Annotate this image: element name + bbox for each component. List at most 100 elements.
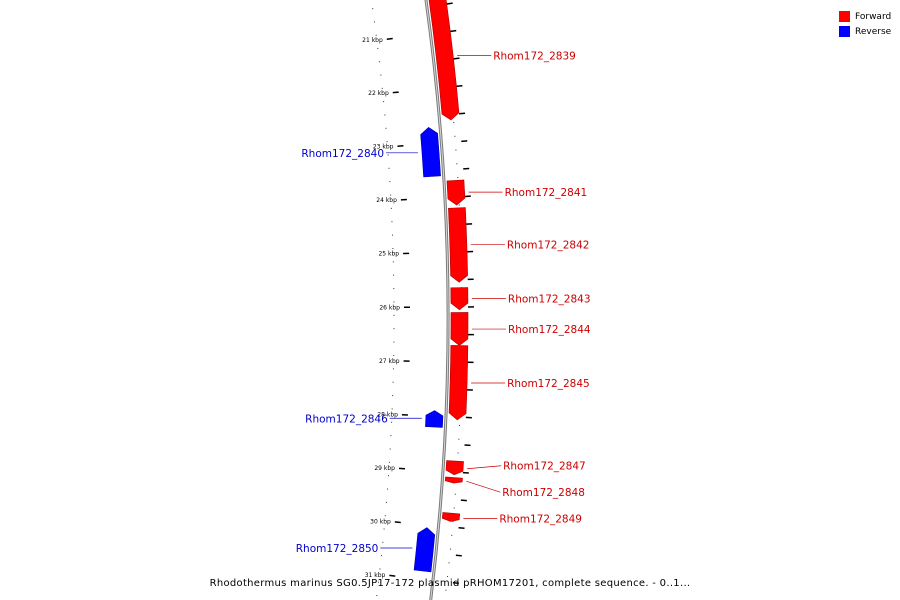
gene-label: Rhom172_2842 [507,240,590,252]
scale-dot [393,328,395,330]
backbone [424,0,450,600]
gene-label: Rhom172_2846 [305,413,388,425]
scale-dot [375,34,377,36]
scale-dot [447,576,449,578]
scale-dot [393,354,395,356]
scale-dot [457,177,459,179]
scale-dot [376,595,378,597]
gene-label: Rhom172_2847 [503,461,586,473]
scale-dot [448,562,450,564]
inner-tick [394,521,401,524]
tick-label: 24 kbp [376,197,397,204]
scale-dot [390,435,392,437]
scale-dot [387,475,389,477]
scale-dot [393,341,395,343]
scale-dot [455,149,457,151]
scale-dot [392,395,394,397]
inner-tick [386,37,393,41]
gene-arc-rhom172_2845 [448,345,469,421]
scale-dot [385,127,387,129]
scale-dot [457,452,459,454]
scale-dot [388,461,390,463]
scale-dot [392,381,394,383]
outer-tick [453,57,460,60]
legend: Forward Reverse [839,9,891,39]
scale-dot [391,221,393,223]
gene-label: Rhom172_2849 [499,513,582,525]
scale-dot [392,247,394,249]
reverse-swatch [839,26,850,37]
tick-label: 31 kbp [365,572,386,579]
leader-line [466,480,501,493]
map-caption: Rhodothermus marinus SG0.5JP17-172 plasm… [209,578,691,589]
scale-dot [454,493,456,495]
scale-dot [393,288,395,290]
gene-arc-rhom172_2848 [444,476,463,484]
scale-dot [454,135,456,137]
gene-arcs [413,0,469,573]
scale-dot [386,141,388,143]
scale-ticks: 21 kbp 22 kbp 23 kbp 24 kbp 25 kbp 26 kbp 27 k… [362,2,474,585]
tick-label: 26 kbp [379,304,400,311]
gene-label: Rhom172_2845 [507,378,590,390]
gene-arc-rhom172_2849 [441,512,461,522]
tick-label: 23 kbp [373,144,394,151]
scale-dot [380,555,382,557]
scale-dot [384,515,386,517]
outer-tick [458,526,465,529]
scale-dot [372,8,374,10]
gene-label: Rhom172_2839 [493,51,576,63]
gene-labels: Rhom172_2839 Rhom172_2840 Rhom172_2841 Rhom… [296,51,591,555]
scale-dot [393,314,395,316]
outer-tick [455,554,462,557]
scale-dot [379,568,381,570]
scale-dot [389,448,391,450]
scale-dot [392,368,394,370]
gene-label: Rhom172_2844 [508,324,591,336]
gene-arc-rhom172_2844 [450,312,469,346]
scale-dot [391,408,393,410]
scale-dot [393,274,395,276]
scale-dot [458,438,460,440]
tick-label: 21 kbp [362,37,383,44]
tick-label: 27 kbp [379,358,400,365]
gene-label: Rhom172_2843 [508,294,591,306]
outer-tick [456,84,463,88]
scale-dot [445,589,447,591]
scale-dot [391,234,393,236]
outer-tick [452,581,459,585]
scale-dot [384,114,386,116]
inner-tick [389,574,396,577]
inner-tick [392,91,399,94]
scale-dot [387,154,389,156]
legend-reverse-label: Reverse [855,26,892,37]
outer-tick [446,2,453,5]
tick-label: 22 kbp [368,90,389,97]
scale-dot [377,47,379,49]
scale-dot [456,163,458,165]
scale-dot [377,581,379,583]
scale-dot [393,301,395,303]
scale-dot [392,261,394,263]
gene-arc-rhom172_2847 [445,460,464,476]
gene-label: Rhom172_2840 [301,148,384,160]
gene-arc-rhom172_2846 [425,410,444,428]
scale-dot [458,204,460,206]
tick-label: 25 kbp [378,251,399,258]
gene-label: Rhom172_2850 [296,543,379,555]
gene-arc-rhom172_2841 [446,179,466,206]
scale-dot [389,181,391,183]
scale-dot [453,122,455,124]
outer-tick [458,112,466,115]
gene-label: Rhom172_2841 [505,187,588,199]
forward-swatch [839,11,850,22]
scale-dot [381,87,383,89]
gene-label: Rhom172_2848 [502,487,585,499]
backbone-inner [425,0,449,600]
legend-reverse: Reverse [839,24,891,39]
scale-dot [385,501,387,503]
scale-dot [391,421,393,423]
legend-forward: Forward [839,9,891,24]
gene-arc-rhom172_2839 [428,0,460,121]
